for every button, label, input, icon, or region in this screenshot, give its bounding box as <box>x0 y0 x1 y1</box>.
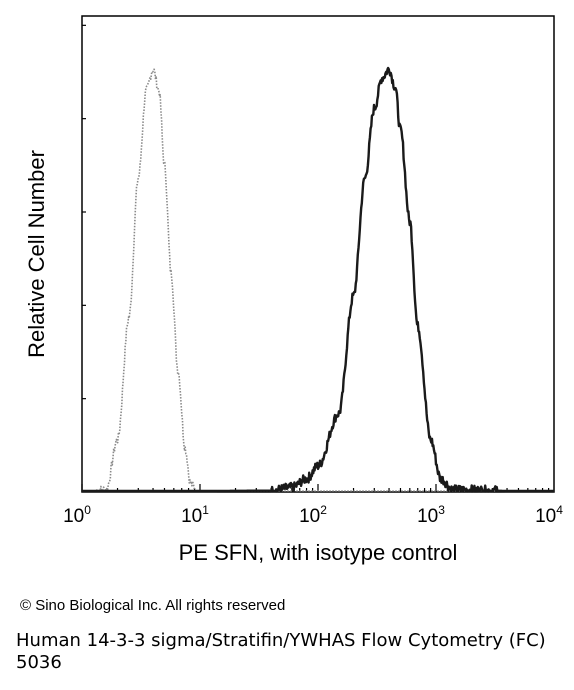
y-axis-title: Relative Cell Number <box>24 150 49 358</box>
x-tick-label-exponent: 2 <box>320 503 327 517</box>
x-tick-label: 102 <box>299 503 327 527</box>
x-tick-label: 103 <box>417 503 445 527</box>
x-tick-label-exponent: 4 <box>556 503 563 517</box>
x-tick-label: 100 <box>63 503 91 527</box>
plot-frame <box>81 15 555 493</box>
x-tick-label: 104 <box>535 503 563 527</box>
x-tick-label-exponent: 0 <box>84 503 91 517</box>
x-tick-label: 101 <box>181 503 209 527</box>
flow-cytometry-histogram: 100 101 102 103 104 PE SFN, with isotype con… <box>24 15 563 565</box>
x-tick-label-base: 10 <box>63 506 84 527</box>
x-tick-label-exponent: 1 <box>202 503 209 517</box>
x-tick-label-base: 10 <box>417 506 438 527</box>
figure-caption: Human 14-3-3 sigma/Stratifin/YWHAS Flow … <box>16 630 546 673</box>
x-tick-label-base: 10 <box>181 506 202 527</box>
copyright-notice: © Sino Biological Inc. All rights reserv… <box>20 597 286 614</box>
x-tick-label-exponent: 3 <box>438 503 445 517</box>
histogram-series <box>81 66 555 493</box>
sfn-stained-curve <box>81 66 555 493</box>
x-axis-title: PE SFN, with isotype control <box>179 540 458 565</box>
y-axis-ticks <box>82 24 86 400</box>
x-tick-label-base: 10 <box>299 506 320 527</box>
x-tick-labels: 100 101 102 103 104 <box>63 503 563 527</box>
isotype-control-curve <box>81 68 555 492</box>
x-tick-label-base: 10 <box>535 506 556 527</box>
